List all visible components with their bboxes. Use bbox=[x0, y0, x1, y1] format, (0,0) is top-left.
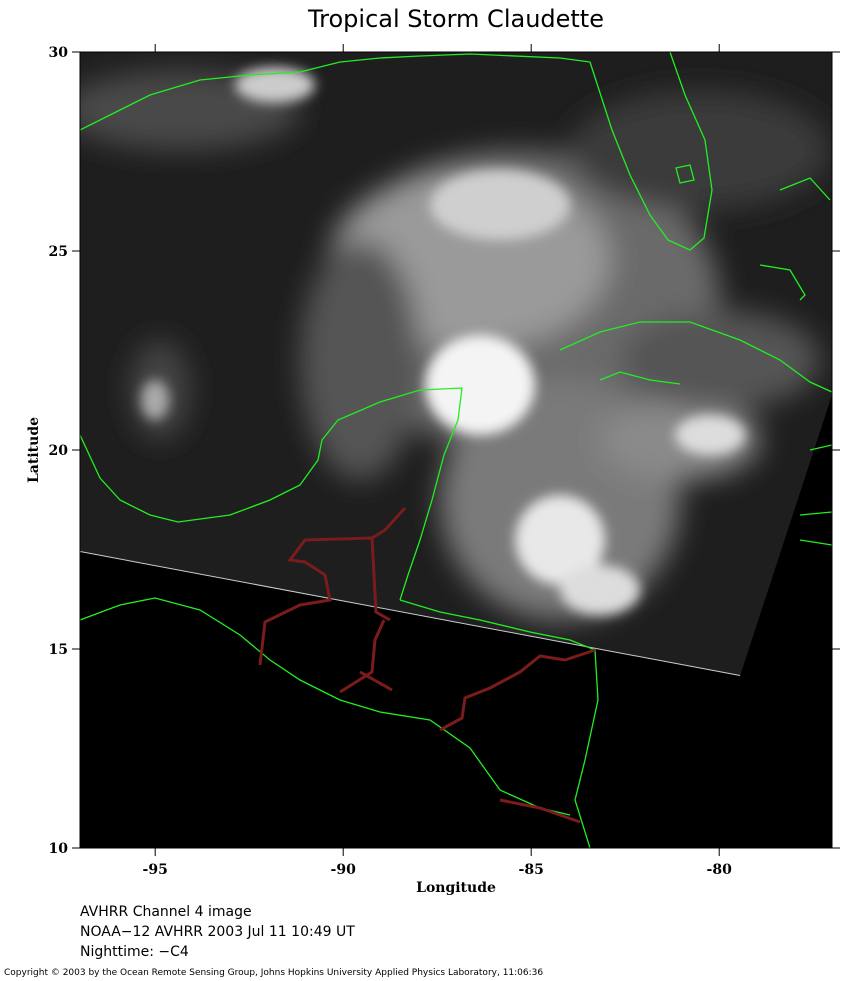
notes: AVHRR Channel 4 image NOAA−12 AVHRR 2003 … bbox=[80, 904, 355, 960]
x-axis-label: Longitude bbox=[416, 880, 496, 896]
y-tick-label: 25 bbox=[49, 244, 68, 260]
x-tick-label: -95 bbox=[143, 862, 168, 878]
note-line: NOAA−12 AVHRR 2003 Jul 11 10:49 UT bbox=[80, 924, 355, 940]
y-axis-label: Latitude bbox=[26, 417, 42, 483]
x-tick-label: -85 bbox=[519, 862, 544, 878]
x-tick-label: -80 bbox=[707, 862, 733, 878]
axes: -95 -90 -85 -80 10 15 20 25 30 bbox=[49, 44, 840, 878]
satellite-image bbox=[80, 52, 832, 848]
x-tick-label: -90 bbox=[331, 862, 357, 878]
y-tick-label: 10 bbox=[49, 841, 69, 857]
y-tick-label: 15 bbox=[49, 642, 68, 658]
copyright: Copyright © 2003 by the Ocean Remote Sen… bbox=[4, 968, 543, 978]
map-title: Tropical Storm Claudette bbox=[307, 5, 604, 33]
note-line: Nighttime: −C4 bbox=[80, 944, 189, 960]
note-line: AVHRR Channel 4 image bbox=[80, 904, 252, 920]
y-tick-label: 30 bbox=[49, 45, 69, 61]
y-tick-label: 20 bbox=[49, 443, 69, 459]
